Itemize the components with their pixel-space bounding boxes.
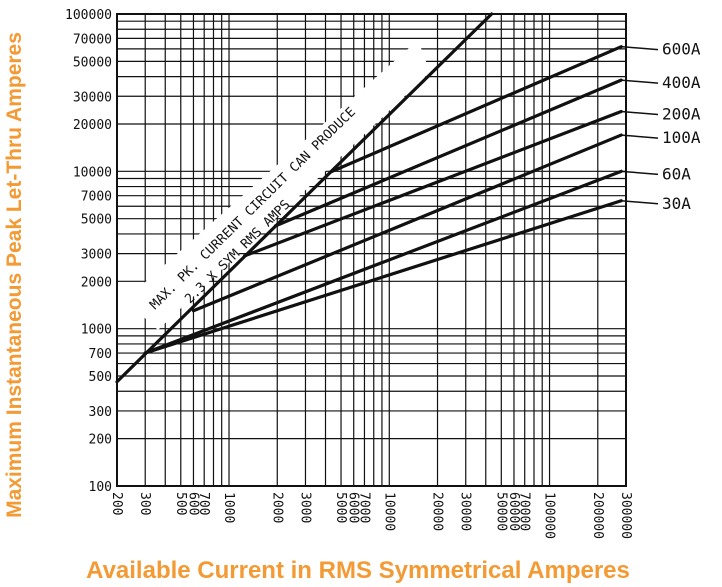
- x-tick-label-3: 600: [185, 492, 200, 515]
- x-tick-label-6: 2000: [269, 492, 284, 523]
- series-label-400A: 400A: [662, 73, 701, 92]
- y-axis-title: Maximum Instantaneous Peak Let-Thru Ampe…: [3, 32, 26, 518]
- x-tick-label-11: 10000: [381, 492, 396, 531]
- y-tick-label-10: 10000: [73, 165, 112, 180]
- x-tick-label-7: 3000: [297, 492, 312, 523]
- y-tick-label-2: 300: [89, 405, 112, 420]
- plot-frame: [116, 13, 627, 487]
- x-tick-label-17: 100000: [542, 492, 557, 539]
- x-tick-label-16: 70000: [517, 492, 532, 531]
- y-tick-label-1: 200: [89, 433, 112, 448]
- x-tick-label-8: 5000: [333, 492, 348, 523]
- x-tick-label-19: 300000: [618, 492, 633, 539]
- x-tick-label-10: 7000: [356, 492, 371, 523]
- y-tick-label-5: 1000: [81, 323, 112, 338]
- series-line-60A: [143, 169, 623, 355]
- x-tick-label-5: 1000: [221, 492, 236, 523]
- y-tick-label-3: 500: [89, 370, 112, 385]
- y-tick-label-6: 2000: [81, 275, 112, 290]
- y-tick-label-13: 50000: [73, 55, 112, 70]
- series-label-100A: 100A: [662, 128, 701, 147]
- x-tick-label-13: 30000: [458, 492, 473, 531]
- series-labels: 600A 400A 200A 100A 60A 30A: [662, 40, 701, 213]
- y-tick-label-11: 20000: [73, 118, 112, 133]
- y-tick-label-7: 3000: [81, 248, 112, 263]
- x-tick-label-14: 50000: [493, 492, 508, 531]
- y-tick-label-8: 5000: [81, 213, 112, 228]
- x-tick-label-2: 500: [173, 492, 188, 515]
- x-tick-label-1: 300: [137, 492, 152, 515]
- x-tick-label-0: 200: [109, 492, 124, 515]
- series-line-100A: [191, 133, 623, 313]
- y-tick-label-9: 7000: [81, 190, 112, 205]
- x-tick-label-12: 20000: [430, 492, 445, 531]
- annotation-band: [125, 40, 430, 330]
- series-label-30A: 30A: [662, 194, 691, 213]
- series-leader-60A: [621, 170, 659, 176]
- y-tick-label-4: 700: [89, 347, 112, 362]
- y-tick-label-12: 30000: [73, 90, 112, 105]
- x-tick-label-15: 60000: [506, 492, 521, 531]
- series-leader-600A: [621, 45, 659, 51]
- series-line-30A: [143, 199, 623, 355]
- series-label-200A: 200A: [662, 105, 701, 124]
- plot-lines: [115, 12, 659, 384]
- x-tick-label-4: 700: [196, 492, 211, 515]
- max-peak-line: [115, 12, 494, 384]
- series-leader-100A: [621, 134, 659, 139]
- series-line-600A: [328, 45, 623, 174]
- series-line-400A: [273, 78, 623, 228]
- series-leader-400A: [621, 79, 659, 84]
- series-label-60A: 60A: [662, 164, 691, 183]
- series-leader-30A: [621, 200, 659, 205]
- y-tick-labels: 100 200 300 500 700 1000 2000 3000 5000 7000 10000…: [65, 8, 112, 495]
- series-line-200A: [242, 109, 623, 258]
- series-label-600A: 600A: [662, 40, 701, 59]
- y-tick-label-14: 70000: [73, 32, 112, 47]
- x-tick-label-9: 6000: [346, 492, 361, 523]
- y-tick-label-0: 100: [89, 480, 112, 495]
- series-leader-200A: [621, 110, 659, 116]
- x-axis-title: Available Current in RMS Symmetrical Amp…: [86, 557, 630, 584]
- x-tick-label-18: 200000: [590, 492, 605, 539]
- y-tick-label-15: 100000: [65, 8, 112, 23]
